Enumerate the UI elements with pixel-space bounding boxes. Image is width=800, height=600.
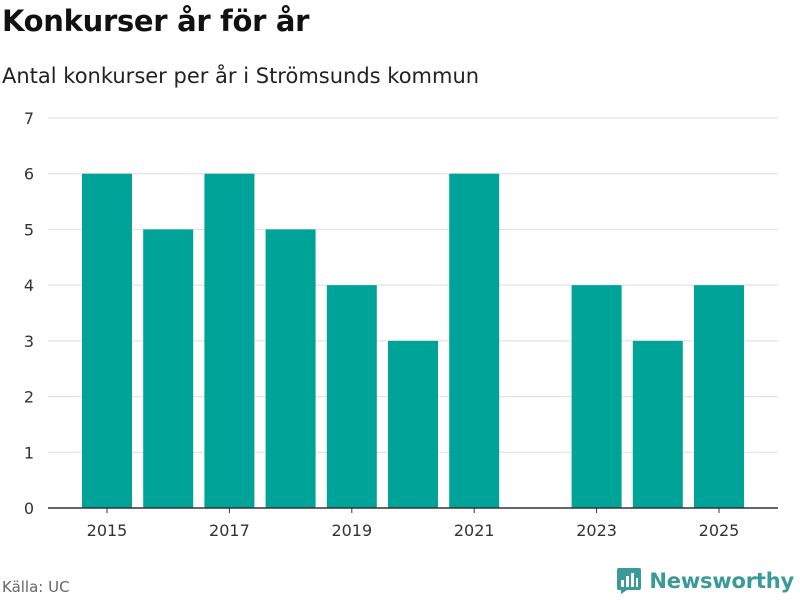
bar (143, 229, 194, 508)
y-axis-labels: 0 1 2 3 4 5 6 7 (24, 109, 34, 518)
bar (694, 285, 744, 508)
x-tick-label: 2023 (576, 521, 617, 540)
brand-name: Newsworthy (649, 569, 794, 593)
y-tick-label: 2 (24, 388, 34, 407)
source-note: Källa: UC (2, 578, 70, 596)
x-tick-label: 2015 (87, 521, 128, 540)
y-tick-label: 4 (24, 276, 34, 295)
x-axis: 2015 2017 2019 2021 2023 2025 (48, 507, 778, 540)
bar (326, 285, 377, 508)
y-tick-label: 5 (24, 220, 34, 239)
bar-chart: 0 1 2 3 4 5 6 7 2015 2017 2019 2021 2023 2025 (24, 109, 778, 540)
x-tick-label: 2017 (209, 521, 250, 540)
y-tick-label: 6 (24, 165, 34, 184)
x-tick-label: 2025 (699, 521, 740, 540)
bar (388, 340, 438, 508)
bar (82, 173, 132, 508)
chart-subtitle: Antal konkurser per år i Strömsunds komm… (2, 64, 480, 88)
y-tick-label: 3 (24, 332, 34, 351)
bar (449, 173, 500, 508)
bar (632, 340, 683, 508)
bar (571, 285, 622, 508)
x-tick-label: 2019 (331, 521, 372, 540)
bar (265, 229, 316, 508)
y-tick-label: 1 (24, 443, 34, 462)
y-tick-label: 0 (24, 499, 34, 518)
bars (82, 173, 744, 508)
brand-logo[interactable]: Newsworthy (617, 568, 794, 594)
bar (204, 173, 255, 508)
y-tick-label: 7 (24, 109, 34, 128)
x-tick-label: 2021 (454, 521, 495, 540)
chart-title: Konkurser år för år (2, 4, 310, 38)
bar-chart-logo-icon (617, 568, 642, 594)
